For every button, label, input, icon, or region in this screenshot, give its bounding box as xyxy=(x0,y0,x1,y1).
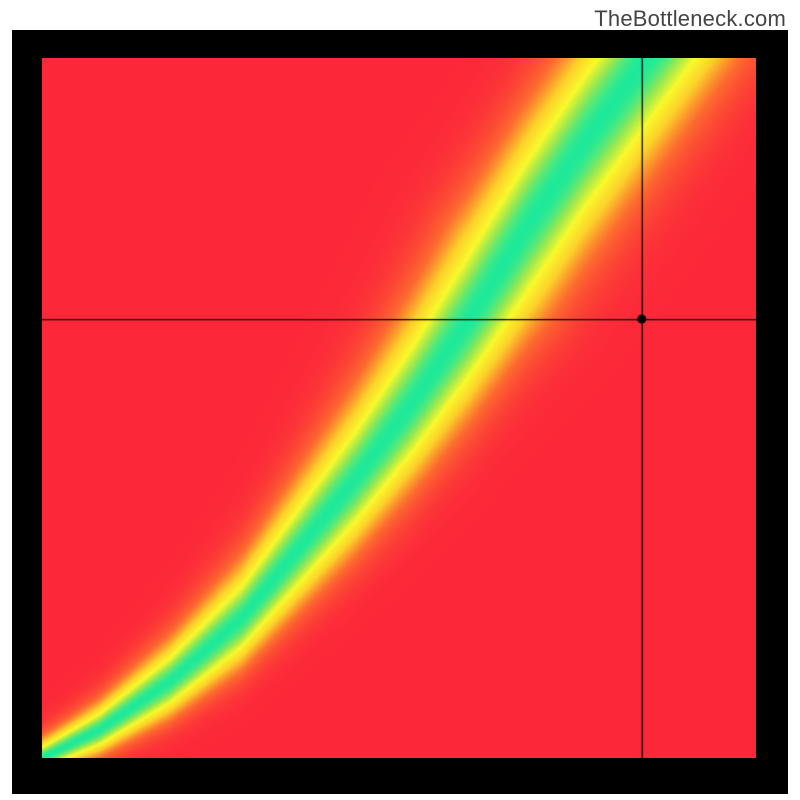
chart-outer-frame xyxy=(12,30,788,794)
chart-container: TheBottleneck.com xyxy=(0,0,800,800)
bottleneck-heatmap-canvas xyxy=(42,58,756,758)
watermark-text: TheBottleneck.com xyxy=(594,6,786,32)
chart-canvas-wrap xyxy=(42,58,756,758)
